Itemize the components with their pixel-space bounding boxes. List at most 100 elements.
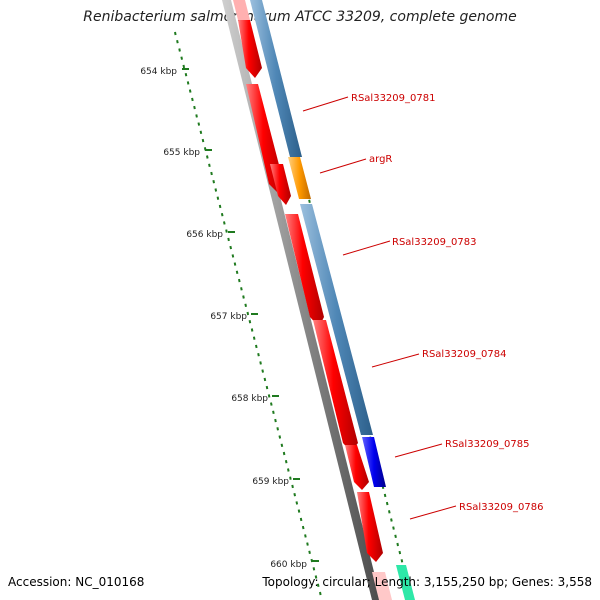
minor-tick xyxy=(390,518,393,522)
gene-segment xyxy=(250,0,302,157)
gene-segment-argR xyxy=(288,157,311,199)
gene-label-leader xyxy=(371,353,420,368)
map-title: Renibacterium salmoninarum ATCC 33209, c… xyxy=(83,9,517,25)
minor-tick xyxy=(218,204,222,209)
minor-tick xyxy=(220,213,224,217)
minor-tick xyxy=(252,336,256,340)
minor-tick xyxy=(229,245,232,250)
minor-tick xyxy=(216,196,220,200)
minor-tick xyxy=(227,237,230,242)
gene-segment-0785 xyxy=(362,437,386,487)
minor-tick xyxy=(195,114,198,118)
minor-tick xyxy=(188,89,192,93)
cds-track xyxy=(238,20,383,562)
minor-tick xyxy=(248,320,252,324)
gene-label[interactable]: argR xyxy=(369,154,392,165)
minor-tick xyxy=(238,278,241,283)
minor-tick xyxy=(385,501,389,506)
minor-tick xyxy=(212,180,215,184)
gene-segment-partial xyxy=(396,565,415,600)
accession-text: Accession: NC_010168 xyxy=(8,575,145,589)
minor-tick xyxy=(206,155,209,159)
minor-tick xyxy=(186,81,190,85)
outer-tick-ring xyxy=(174,31,322,596)
kbp-tick-labels: 654 kbp 655 kbp 656 kbp 657 kbp 658 kbp … xyxy=(140,67,307,570)
minor-tick xyxy=(242,295,245,299)
minor-tick xyxy=(174,31,177,36)
minor-tick xyxy=(272,410,275,414)
minor-tick xyxy=(233,262,237,266)
minor-tick xyxy=(265,385,269,390)
minor-tick xyxy=(287,468,290,472)
minor-tick xyxy=(308,550,311,554)
cds-arrow xyxy=(345,445,369,490)
minor-tick xyxy=(304,534,307,538)
cds-arrow xyxy=(357,492,383,562)
minor-tick xyxy=(284,460,288,464)
minor-tick xyxy=(259,361,262,365)
gene-label[interactable]: RSal33209_0786 xyxy=(459,502,543,513)
cds-arrow xyxy=(270,164,291,205)
gene-label[interactable]: RSal33209_0783 xyxy=(392,237,476,248)
kbp-label: 657 kbp xyxy=(210,312,247,322)
gene-track xyxy=(250,0,415,600)
minor-tick xyxy=(176,40,179,44)
minor-tick xyxy=(267,394,271,398)
minor-tick xyxy=(316,583,320,587)
minor-tick xyxy=(201,138,205,143)
minor-tick xyxy=(289,476,292,480)
kbp-label: 660 kbp xyxy=(270,560,307,570)
minor-tick xyxy=(223,221,226,225)
minor-tick xyxy=(263,377,267,382)
cds-partial-top xyxy=(233,0,250,20)
minor-tick xyxy=(301,525,305,530)
minor-tick xyxy=(182,64,186,69)
minor-tick xyxy=(225,229,228,233)
gene-segment xyxy=(300,204,373,435)
kbp-label: 659 kbp xyxy=(252,477,289,487)
minor-tick xyxy=(312,567,316,571)
minor-tick xyxy=(180,56,183,60)
gene-label-leader xyxy=(342,240,391,256)
minor-tick xyxy=(388,510,391,514)
gene-label[interactable]: RSal33209_0785 xyxy=(445,439,529,450)
cds-arrow xyxy=(238,20,262,78)
minor-tick xyxy=(261,369,264,373)
minor-tick xyxy=(199,130,203,134)
minor-tick xyxy=(276,427,279,431)
minor-tick xyxy=(250,328,254,332)
minor-tick xyxy=(191,97,194,102)
minor-tick xyxy=(383,493,387,498)
minor-tick xyxy=(270,402,273,406)
gene-label-leader xyxy=(409,505,457,520)
gene-label-leader xyxy=(302,96,349,112)
gene-label-leader xyxy=(319,158,367,174)
gene-labels: RSal33209_0781 argR RSal33209_0783 RSal3… xyxy=(302,93,543,520)
minor-tick xyxy=(231,254,235,258)
kbp-label: 655 kbp xyxy=(163,148,200,158)
minor-tick xyxy=(400,559,404,563)
minor-tick xyxy=(235,270,239,274)
gene-label[interactable]: RSal33209_0784 xyxy=(422,349,506,360)
minor-tick xyxy=(257,353,260,357)
minor-tick xyxy=(299,517,303,522)
minor-tick xyxy=(319,591,322,596)
minor-tick xyxy=(240,287,243,291)
genome-backbone xyxy=(222,0,381,600)
cds-arrow xyxy=(313,320,358,452)
minor-tick xyxy=(291,484,294,489)
minor-tick xyxy=(398,550,402,555)
minor-tick xyxy=(282,451,286,456)
minor-tick xyxy=(396,542,399,547)
minor-tick xyxy=(178,48,181,52)
gene-label[interactable]: RSal33209_0781 xyxy=(351,93,435,104)
kbp-label: 654 kbp xyxy=(140,67,177,77)
minor-tick xyxy=(394,534,397,538)
minor-tick xyxy=(308,199,311,203)
kbp-label: 656 kbp xyxy=(186,230,223,240)
minor-tick xyxy=(293,493,296,497)
minor-tick xyxy=(244,303,247,307)
minor-tick xyxy=(210,171,213,176)
minor-tick xyxy=(295,501,299,505)
